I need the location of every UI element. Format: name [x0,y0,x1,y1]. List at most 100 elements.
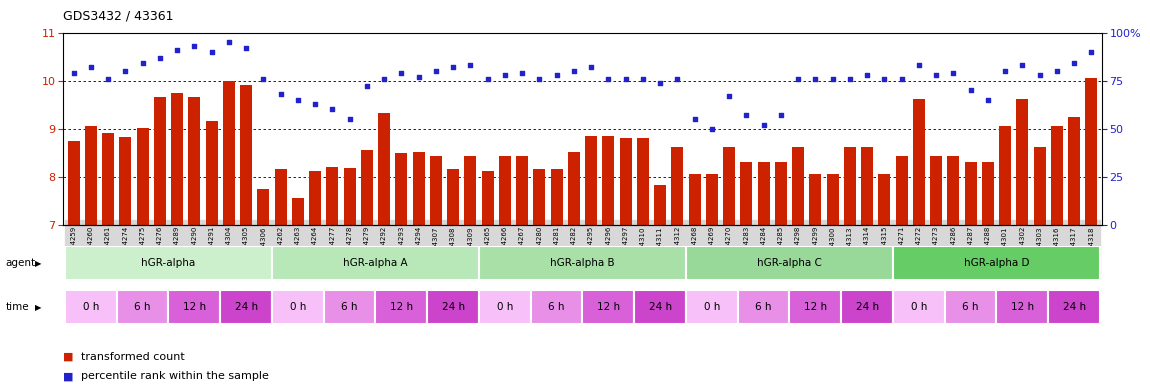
Bar [894,290,945,324]
Bar [137,128,148,225]
Bar [1051,126,1063,225]
Bar [534,169,545,225]
Point [323,106,342,113]
Bar [396,153,407,225]
Point [237,45,255,51]
Bar [1068,117,1080,225]
Text: 12 h: 12 h [390,302,413,312]
Text: 6 h: 6 h [549,302,565,312]
Bar [982,162,994,225]
Point [392,70,411,76]
Text: 0 h: 0 h [704,302,720,312]
Bar [413,152,424,225]
Bar [154,98,166,225]
Text: 0 h: 0 h [497,302,513,312]
Point [582,64,600,70]
Point [185,43,204,49]
Text: 24 h: 24 h [1063,302,1086,312]
Text: 12 h: 12 h [804,302,827,312]
Point [944,70,963,76]
Point [1065,60,1083,66]
Bar [375,290,428,324]
Bar [689,174,700,225]
Text: 12 h: 12 h [183,302,206,312]
Point [1030,72,1049,78]
Bar [842,290,894,324]
Point [565,68,583,74]
Bar [738,290,789,324]
Point [875,76,894,82]
Text: 6 h: 6 h [135,302,151,312]
Bar [996,290,1049,324]
Bar [999,126,1011,225]
Bar [896,157,907,225]
Point [358,83,376,89]
Text: 6 h: 6 h [342,302,358,312]
Point [289,97,307,103]
Point [979,97,997,103]
Bar [1017,99,1028,225]
Point [737,112,756,118]
Bar [930,157,942,225]
Text: hGR-alpha A: hGR-alpha A [343,258,408,268]
Text: 24 h: 24 h [856,302,879,312]
Bar [531,290,583,324]
Text: ▶: ▶ [34,258,41,268]
Bar [275,169,286,225]
Point [841,76,859,82]
Point [961,87,980,93]
Bar [327,167,338,225]
Bar [637,138,649,225]
Text: 24 h: 24 h [235,302,258,312]
Bar [273,246,480,280]
Bar [499,157,511,225]
Point [168,47,186,53]
Point [616,76,635,82]
Bar [1086,78,1097,225]
Text: hGR-alpha D: hGR-alpha D [964,258,1029,268]
Text: GDS3432 / 43361: GDS3432 / 43361 [63,10,174,23]
Text: percentile rank within the sample: percentile rank within the sample [81,371,268,381]
Bar [378,113,390,225]
Bar [789,290,842,324]
Point [806,76,825,82]
Point [496,72,514,78]
Bar [430,157,442,225]
Text: 24 h: 24 h [649,302,672,312]
Text: 24 h: 24 h [442,302,465,312]
Text: agent: agent [6,258,36,268]
Text: ■: ■ [63,352,74,362]
Bar [672,147,683,225]
Bar [861,147,873,225]
Bar [273,290,324,324]
Text: 0 h: 0 h [290,302,306,312]
Bar [1049,290,1099,324]
Point [427,68,445,74]
Bar [810,174,821,225]
Bar [758,162,769,225]
Point [772,112,790,118]
Point [254,76,273,82]
Point [340,116,359,122]
Point [530,76,549,82]
Bar [482,171,493,225]
Text: ■: ■ [63,371,74,381]
Point [271,91,290,97]
Bar [68,141,79,225]
Point [220,39,238,45]
Bar [240,86,252,225]
Bar [447,169,459,225]
Bar [723,147,735,225]
Bar [583,290,635,324]
Point [1082,49,1101,55]
Point [64,70,83,76]
Point [151,55,169,61]
Text: hGR-alpha B: hGR-alpha B [550,258,615,268]
Bar [171,93,183,225]
Bar [428,290,480,324]
Point [306,101,324,107]
Bar [223,81,235,225]
Point [858,72,876,78]
Bar [585,136,597,225]
Point [375,76,393,82]
